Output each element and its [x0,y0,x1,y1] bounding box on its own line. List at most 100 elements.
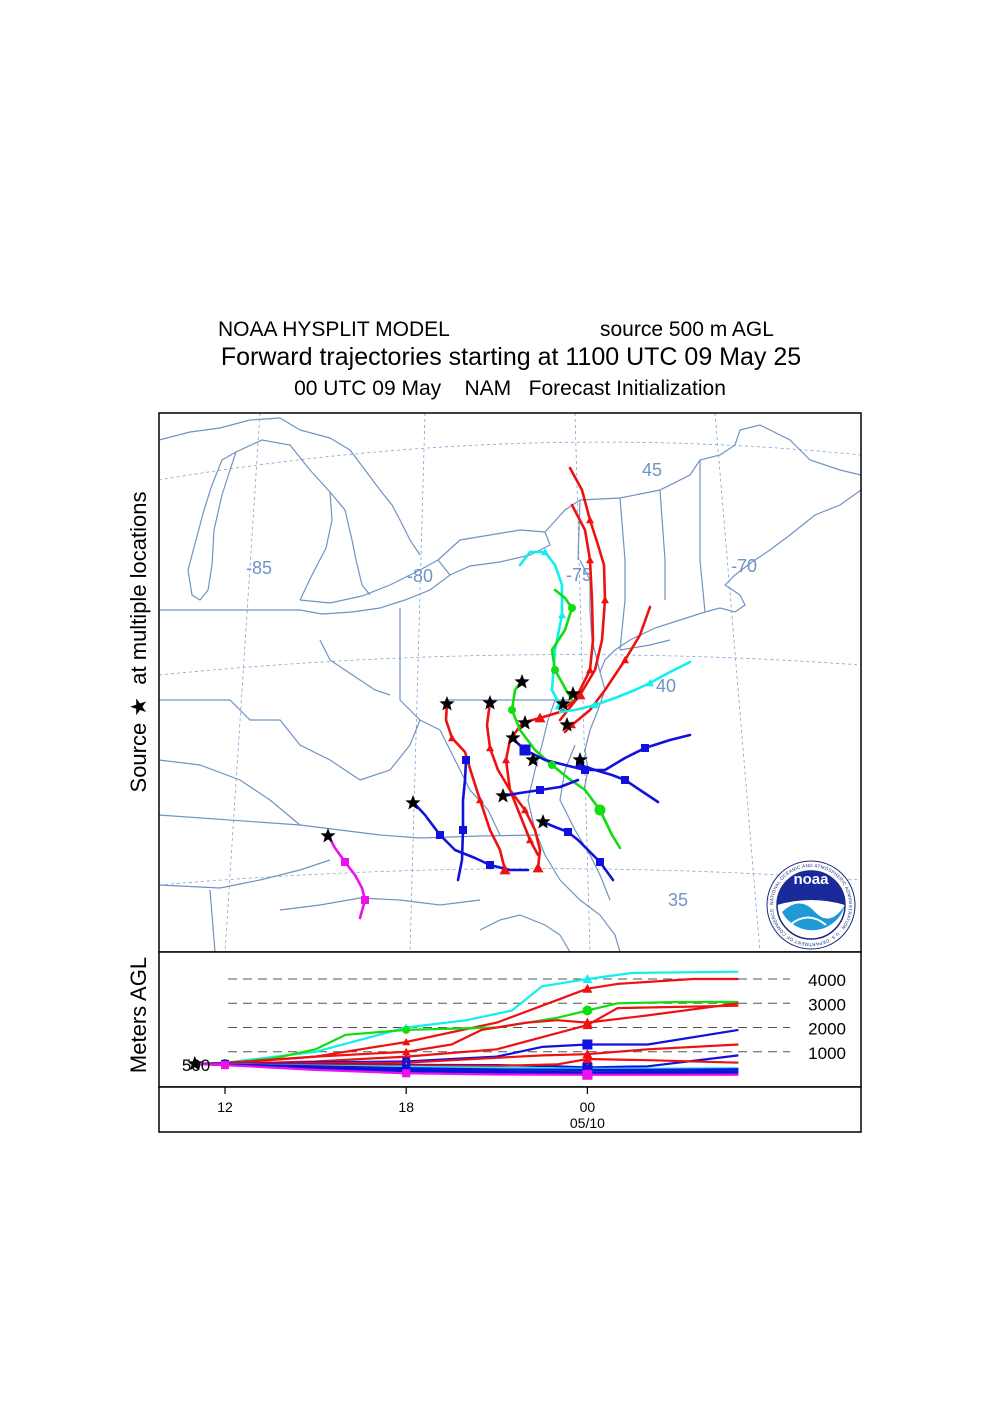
map-marker-blue-10-2 [519,744,531,756]
map-ylabel: Source ★ at multiple locations [126,492,151,793]
map-marker-red-0-0 [586,516,594,524]
map-marker-blue-12-1 [486,861,494,869]
noaa-logo: NATIONAL OCEANIC AND ATMOSPHERIC ADMINIS… [766,860,856,950]
lon-label-75: -75 [566,565,592,585]
source-star-8 [525,752,541,767]
graticule [159,413,861,952]
source-star-1 [482,695,498,710]
source-star-10 [495,788,511,803]
source-star-6 [517,715,533,730]
time-axis-panel [158,1086,862,1133]
lat-label-45: 45 [642,460,662,480]
map-marker-cyan-7-1 [591,701,599,709]
map-marker-blue-15-1 [596,858,604,866]
map-marker-cyan-6-1 [558,611,566,619]
map-marker-blue-12-0 [436,831,444,839]
height-source-star [187,1055,203,1071]
source-star-13 [320,828,336,843]
map-marker-blue-11-1 [576,761,584,769]
height-marker-1-2 [582,983,593,993]
chart-title: Forward trajectories starting at 1100 UT… [221,343,801,371]
source-star-2 [514,674,530,689]
source-star-0 [439,696,455,711]
height-series-line-0 [194,970,739,1065]
geography [159,417,861,952]
map-marker-green-8-1 [551,666,559,674]
source-label: source 500 m AGL [600,318,774,341]
map-marker-green-9-1 [548,761,556,769]
source-star-11 [405,795,421,810]
time-tick-label-0: 12 [217,1099,233,1115]
height-ytick-label-4000: 4000 [808,971,846,990]
lon-label-80: -80 [407,566,433,586]
map-trajectory-blue-11 [578,763,660,804]
time-tick-label-2: 00 [580,1099,596,1115]
map-marker-blue-10-0 [641,744,649,752]
height-ytick-label-2000: 2000 [808,1020,846,1039]
height-marker-14-0 [221,1061,229,1070]
map-marker-green-9-2 [594,804,606,816]
height-series-line-14 [194,1062,739,1076]
meteo-label: 00 UTC 09 May NAM Forecast Initializatio… [294,377,726,400]
height-marker-14-1 [402,1069,411,1078]
height-marker-1-1 [402,1038,411,1046]
map-marker-red-5-0 [502,756,510,764]
height-panel: 1000 2000 3000 4000 500 [158,951,862,1088]
lon-label-70: -70 [731,556,757,576]
map-marker-blue-10-1 [581,766,589,774]
model-label: NOAA HYSPLIT MODEL [218,318,450,341]
height-series [194,970,739,1076]
height-marker-14-2 [582,1069,593,1080]
height-start-label: 500 [182,1056,210,1075]
map-marker-red-2-0 [621,656,629,664]
source-stars [320,674,588,843]
height-marker-2-1 [402,1025,411,1034]
noaa-logo-text: noaa [793,871,829,888]
map-trajectory-red-3 [444,700,507,872]
map-trajectory-blue-13 [456,758,468,882]
map-marker-red-4-0 [486,744,494,752]
lat-label-35: 35 [668,890,688,910]
height-ytick-labels: 1000 2000 3000 4000 500 [182,971,846,1075]
source-star-12 [535,814,551,829]
height-ytick-label-1000: 1000 [808,1044,846,1063]
map-trajectory-cyan-6 [518,550,564,707]
height-marker-8-2 [582,1054,593,1064]
map-trajectory-red-1 [523,503,595,724]
map-marker-blue-13-0 [459,826,467,834]
time-date-label: 05/10 [570,1115,605,1131]
lat-label-40: 40 [656,676,676,696]
height-ytick-label-3000: 3000 [808,995,846,1014]
map-marker-red-1-2 [534,712,546,723]
map-marker-cyan-6-0 [541,548,549,556]
height-marker-2-2 [582,1005,593,1016]
source-star-3 [565,686,581,701]
map-marker-cyan-7-0 [646,679,654,687]
map-marker-red-0-1 [601,596,609,604]
map-marker-magenta-16-0 [341,858,349,866]
source-star-5 [559,717,575,732]
height-marker-0-2 [582,974,593,983]
map-marker-blue-14-0 [536,786,544,794]
map-marker-red-1-1 [586,666,594,674]
source-star-9 [572,752,588,767]
time-tick-label-1: 18 [398,1099,414,1115]
map-marker-magenta-16-1 [361,896,369,904]
height-ylabel: Meters AGL [126,957,151,1073]
map-marker-blue-15-0 [564,828,572,836]
height-markers [187,974,593,1080]
source-star-4 [555,696,571,711]
map-markers [341,516,654,904]
height-marker-4-2 [582,1020,593,1030]
map-trajectory-green-8 [550,588,574,702]
map-marker-red-4-1 [521,806,529,814]
map-marker-red-3-0 [448,734,456,742]
map-marker-red-4-2 [532,862,544,873]
map-trajectory-cyan-7 [558,660,692,714]
map-trajectory-red-0 [558,466,607,722]
height-marker-3-1 [402,1047,411,1055]
map-marker-red-3-1 [476,796,484,804]
map-panel: -85 -80 -75 -70 45 40 35 NATIONAL OCEANI… [159,413,861,952]
